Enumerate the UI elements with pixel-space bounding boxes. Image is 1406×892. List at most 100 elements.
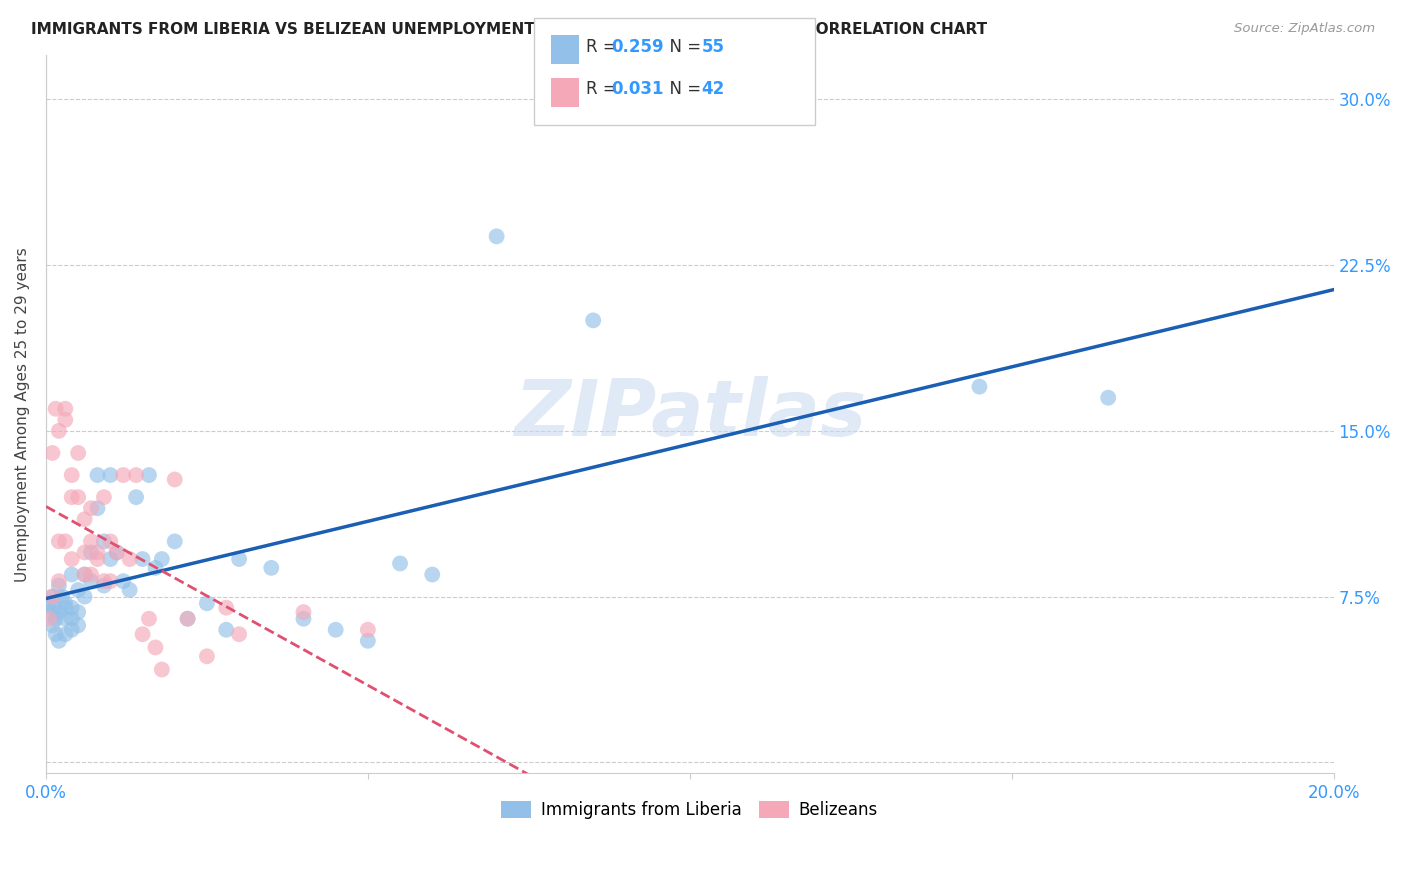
Text: R =: R = <box>586 38 623 56</box>
Point <box>60 552 83 566</box>
Point <box>105 545 128 559</box>
Point <box>48 424 70 438</box>
Point <box>118 582 141 597</box>
Point <box>48 534 70 549</box>
Point <box>48 633 70 648</box>
Point <box>86 552 108 566</box>
Point <box>325 623 347 637</box>
Point <box>195 649 218 664</box>
Point <box>420 567 443 582</box>
Point <box>176 612 198 626</box>
Text: 0.031: 0.031 <box>612 80 664 98</box>
Point <box>357 623 380 637</box>
Text: R =: R = <box>586 80 623 98</box>
Point <box>41 590 63 604</box>
Point <box>42 600 65 615</box>
Text: Source: ZipAtlas.com: Source: ZipAtlas.com <box>1234 22 1375 36</box>
Point <box>485 229 508 244</box>
Point <box>60 600 83 615</box>
Point <box>131 627 153 641</box>
Point <box>228 627 250 641</box>
Point <box>131 552 153 566</box>
Text: 42: 42 <box>702 80 725 98</box>
Point <box>45 627 67 641</box>
Point <box>60 623 83 637</box>
Point <box>80 574 103 589</box>
Point <box>53 413 76 427</box>
Point <box>98 574 121 589</box>
Y-axis label: Unemployment Among Ages 25 to 29 years: Unemployment Among Ages 25 to 29 years <box>15 247 30 582</box>
Point <box>73 545 96 559</box>
Point <box>118 552 141 566</box>
Point <box>53 612 76 626</box>
Point <box>86 501 108 516</box>
Point <box>176 612 198 626</box>
Point <box>53 401 76 416</box>
Point <box>60 490 83 504</box>
Point <box>112 574 135 589</box>
Point <box>215 600 238 615</box>
Text: ZIPatlas: ZIPatlas <box>513 376 866 452</box>
Point <box>80 567 103 582</box>
Point <box>60 567 83 582</box>
Point <box>60 468 83 483</box>
Point <box>41 618 63 632</box>
Point <box>93 574 115 589</box>
Point <box>138 468 160 483</box>
Point <box>389 557 412 571</box>
Point <box>80 501 103 516</box>
Point <box>125 468 148 483</box>
Point <box>93 490 115 504</box>
Text: N =: N = <box>659 38 707 56</box>
Point <box>51 590 73 604</box>
Point <box>38 596 60 610</box>
Point <box>138 612 160 626</box>
Text: N =: N = <box>659 80 707 98</box>
Point <box>73 567 96 582</box>
Point <box>228 552 250 566</box>
Point <box>41 590 63 604</box>
Point <box>969 379 991 393</box>
Point <box>357 633 380 648</box>
Point <box>39 605 62 619</box>
Point <box>80 545 103 559</box>
Point <box>73 512 96 526</box>
Text: 55: 55 <box>702 38 724 56</box>
Point <box>215 623 238 637</box>
Point <box>98 534 121 549</box>
Point <box>67 446 90 460</box>
Point <box>145 640 167 655</box>
Point <box>67 605 90 619</box>
Point <box>86 545 108 559</box>
Point <box>80 534 103 549</box>
Point <box>125 490 148 504</box>
Point <box>48 605 70 619</box>
Point <box>48 578 70 592</box>
Point <box>73 590 96 604</box>
Text: IMMIGRANTS FROM LIBERIA VS BELIZEAN UNEMPLOYMENT AMONG AGES 25 TO 29 YEARS CORRE: IMMIGRANTS FROM LIBERIA VS BELIZEAN UNEM… <box>31 22 987 37</box>
Point <box>67 582 90 597</box>
Point <box>145 561 167 575</box>
Point <box>48 574 70 589</box>
Point <box>53 534 76 549</box>
Point <box>292 605 315 619</box>
Point <box>582 313 605 327</box>
Point <box>86 468 108 483</box>
Point <box>150 663 173 677</box>
Point <box>53 627 76 641</box>
Point <box>67 618 90 632</box>
Point <box>1097 391 1119 405</box>
Point <box>67 490 90 504</box>
Legend: Immigrants from Liberia, Belizeans: Immigrants from Liberia, Belizeans <box>495 795 884 826</box>
Point <box>60 612 83 626</box>
Point <box>45 612 67 626</box>
Point <box>98 468 121 483</box>
Point <box>105 545 128 559</box>
Point <box>292 612 315 626</box>
Point <box>41 446 63 460</box>
Point <box>163 534 186 549</box>
Point <box>260 561 283 575</box>
Point <box>163 473 186 487</box>
Point <box>195 596 218 610</box>
Text: 0.259: 0.259 <box>612 38 664 56</box>
